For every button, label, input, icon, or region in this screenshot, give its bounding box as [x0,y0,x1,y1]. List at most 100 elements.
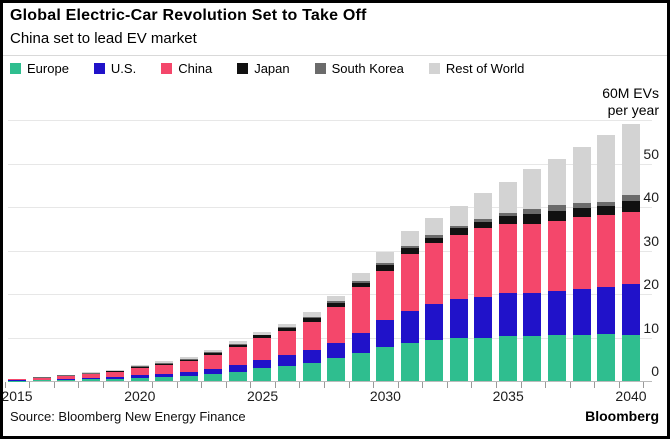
bar-segment-south-korea [302,316,321,319]
bar-2026 [278,323,297,381]
bar-segment-south-korea [621,195,640,202]
bar-segment-china [400,254,419,311]
bar-2024 [228,341,247,381]
bar-segment-u-s- [179,372,198,377]
x-tick [643,382,645,388]
bar-segment-south-korea [548,205,567,212]
bar-2023 [204,350,223,381]
x-tick [324,382,325,388]
bar-segment-europe [327,358,346,381]
legend-swatch-icon [237,63,249,74]
y-tick-label-50: 50 [643,145,659,162]
bar-segment-europe [449,338,468,381]
bar-segment-china [81,374,100,378]
bar-segment-japan [302,318,321,323]
bar-segment-south-korea [572,202,591,209]
bar-2018 [81,372,100,381]
bar-segment-u-s- [621,284,640,336]
bar-segment-u-s- [572,289,591,335]
x-tick [373,382,375,388]
bar-segment-japan [376,265,395,271]
x-tick-label-2030: 2030 [369,388,401,404]
bar-segment-japan [548,211,567,221]
bar-2032 [425,218,444,381]
bar-segment-u-s- [228,364,247,372]
x-tick [4,382,6,388]
bar-segment-china [278,330,297,356]
bar-segment-europe [351,353,370,381]
legend-item-europe: Europe [10,61,69,76]
bar-segment-u-s- [32,379,51,381]
bar-segment-rest-of-world [327,295,346,302]
bar-segment-rest-of-world [228,341,247,344]
bar-segment-japan [278,328,297,331]
bar-segment-south-korea [474,219,493,223]
bar-segment-rest-of-world [106,369,125,372]
bar-segment-china [449,235,468,300]
bar-segment-south-korea [498,212,517,216]
legend-swatch-icon [314,63,326,74]
bar-segment-rest-of-world [351,273,370,281]
bar-segment-south-korea [597,202,616,207]
bloomberg-logo: Bloomberg [585,408,659,424]
x-tick [618,382,620,388]
x-tick [53,382,55,388]
bar-2035 [498,182,517,381]
y-tick-label-40: 40 [643,189,659,205]
bar-segment-rest-of-world [523,169,542,210]
bar-segment-u-s- [302,350,321,364]
bar-segment-u-s- [204,369,223,375]
bar-segment-europe [425,340,444,381]
x-tick [422,382,424,388]
bar-segment-japan [179,359,198,362]
bar-segment-south-korea [204,352,223,354]
bar-segment-europe [376,347,395,381]
bar-segment-japan [474,222,493,229]
bar-segment-china [621,212,640,285]
bar-segment-south-korea [400,245,419,249]
bar-segment-china [57,376,76,379]
bar-segment-europe [32,380,51,381]
bar-segment-u-s- [57,378,76,380]
bar-segment-china [228,346,247,365]
bar-segment-u-s- [474,297,493,338]
bar-segment-china [302,322,321,351]
legend-swatch-icon [10,63,21,74]
bar-segment-europe [81,379,100,381]
page-title: Global Electric-Car Revolution Set to Ta… [10,7,367,24]
legend-swatch-icon [93,63,105,74]
bar-segment-europe [400,343,419,381]
x-tick [225,382,227,388]
bar-segment-rest-of-world [548,159,567,206]
x-tick [594,382,596,388]
bar-2015 [8,378,26,381]
legend: Europe U.S. China Japan South Korea Rest of W… [10,61,524,76]
bar-segment-europe [253,368,272,381]
bar-segment-u-s- [523,292,542,336]
bar-segment-europe [572,334,591,381]
bar-2030 [376,252,395,381]
bar-2033 [449,206,468,381]
bar-segment-japan [130,366,149,368]
gridline-60 [8,120,652,121]
bar-2017 [57,374,76,381]
bar-segment-japan [106,371,125,373]
bar-2016 [32,376,51,381]
bar-segment-rest-of-world [155,361,174,363]
bar-segment-china [425,243,444,304]
bar-segment-south-korea [179,358,198,360]
bar-segment-china [204,354,223,370]
bar-segment-europe [621,335,640,381]
bar-segment-china [376,270,395,321]
bar-2036 [523,169,542,381]
bar-segment-europe [106,378,125,381]
bar-segment-europe [204,374,223,381]
bar-segment-europe [130,377,149,381]
x-tick [471,382,473,388]
bar-segment-china [32,377,51,380]
page-subtitle: China set to lead EV market [10,30,197,47]
bar-segment-china [351,287,370,334]
bar-segment-south-korea [327,301,346,304]
bar-segment-rest-of-world [204,350,223,353]
